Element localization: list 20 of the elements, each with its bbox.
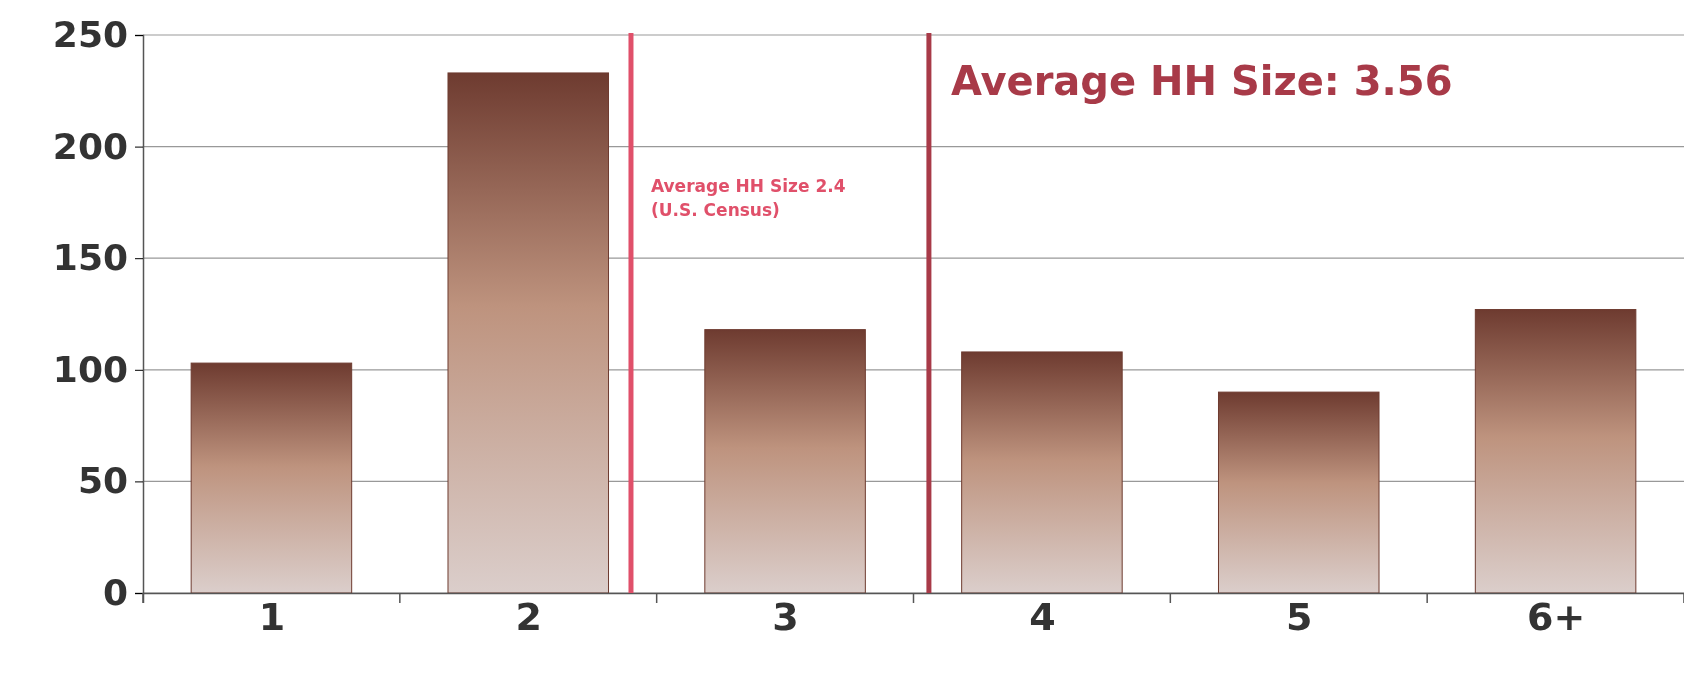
bar — [961, 351, 1123, 594]
y-tick-label: 50 — [77, 460, 128, 502]
y-tick-label: 150 — [52, 237, 128, 279]
ref-line-label: Average HH Size: 3.56 — [950, 58, 1453, 104]
bar — [704, 329, 866, 594]
y-tick-label: 200 — [52, 125, 128, 167]
bar — [190, 362, 353, 594]
bar — [1217, 391, 1380, 594]
x-tick-label: 5 — [1286, 595, 1313, 639]
y-tick-label: 0 — [102, 572, 128, 614]
ref-line-label: Average HH Size 2.4 (U.S. Census) — [650, 176, 846, 220]
y-tick-label: 250 — [52, 14, 128, 56]
y-tick-label: 100 — [52, 348, 128, 390]
x-tick-label: 2 — [515, 595, 542, 639]
bar — [447, 72, 610, 594]
x-tick-label: 1 — [258, 595, 286, 639]
x-tick-label: 6+ — [1526, 595, 1586, 639]
bar — [1474, 309, 1637, 594]
x-tick-label: 4 — [1029, 595, 1056, 639]
x-tick-label: 3 — [772, 595, 799, 639]
